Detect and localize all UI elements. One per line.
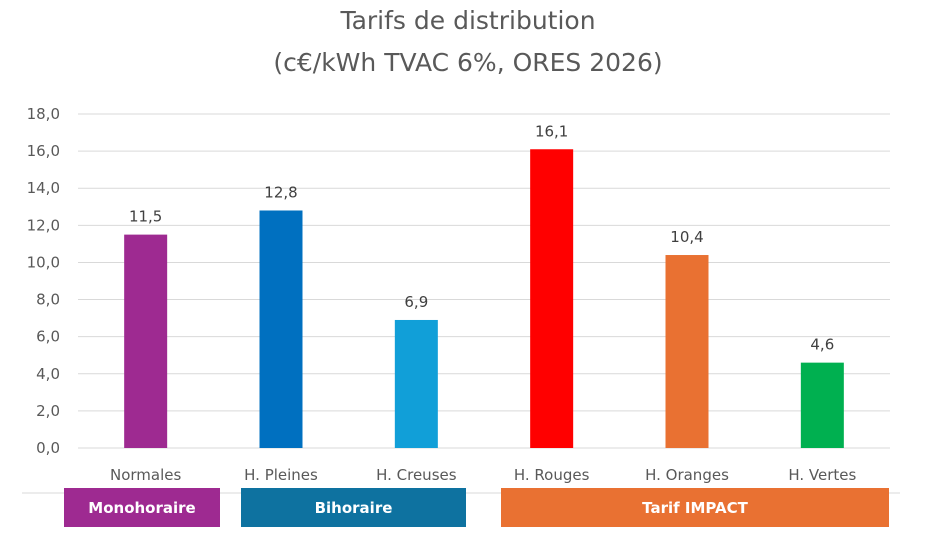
- data-label: 16,1: [535, 122, 568, 140]
- x-category-label: H. Oranges: [645, 466, 729, 484]
- y-tick-label: 12,0: [27, 216, 60, 234]
- chart-subtitle: (c€/kWh TVAC 6%, ORES 2026): [273, 48, 662, 77]
- bar: [124, 234, 168, 448]
- data-label: 4,6: [810, 336, 834, 354]
- group-banner: [501, 488, 889, 527]
- x-category-label: H. Vertes: [788, 466, 856, 484]
- data-label: 12,8: [264, 183, 297, 201]
- group-label: Monohoraire: [88, 499, 195, 517]
- data-label: 6,9: [404, 293, 428, 311]
- chart-title: Tarifs de distribution: [339, 6, 595, 35]
- group-label: Bihoraire: [315, 499, 393, 517]
- y-tick-label: 0,0: [36, 439, 60, 457]
- bar: [530, 149, 574, 448]
- y-tick-label: 16,0: [27, 142, 60, 160]
- group-banner: [241, 488, 466, 527]
- x-axis-categories: Normales H. Pleines H. Creuses H. Rouges H. …: [110, 466, 857, 484]
- gridlines: [78, 113, 890, 449]
- bar: [665, 255, 709, 448]
- y-tick-label: 10,0: [27, 253, 60, 271]
- y-tick-label: 18,0: [27, 105, 60, 123]
- y-tick-label: 14,0: [27, 179, 60, 197]
- data-label: 11,5: [129, 208, 162, 226]
- data-label: 10,4: [670, 228, 703, 246]
- x-category-label: H. Pleines: [244, 466, 318, 484]
- y-axis-ticks: 0,0 2,0 4,0 6,0 8,0 10,0 12,0 14,0 16,0 18,0: [27, 105, 60, 457]
- category-groups: Monohoraire Bihoraire Tarif IMPACT: [64, 488, 889, 527]
- group-banner: [64, 488, 220, 527]
- y-tick-label: 4,0: [36, 365, 60, 383]
- y-tick-label: 2,0: [36, 402, 60, 420]
- group-label: Tarif IMPACT: [642, 499, 748, 517]
- y-tick-label: 6,0: [36, 328, 60, 346]
- bar: [394, 319, 438, 448]
- bar: [259, 210, 303, 448]
- data-labels: 11,5 12,8 6,9 16,1 10,4 4,6: [129, 122, 834, 353]
- bar: [800, 362, 844, 448]
- x-category-label: H. Rouges: [514, 466, 590, 484]
- x-category-label: H. Creuses: [376, 466, 457, 484]
- x-category-label: Normales: [110, 466, 182, 484]
- bars: [124, 149, 844, 448]
- y-tick-label: 8,0: [36, 291, 60, 309]
